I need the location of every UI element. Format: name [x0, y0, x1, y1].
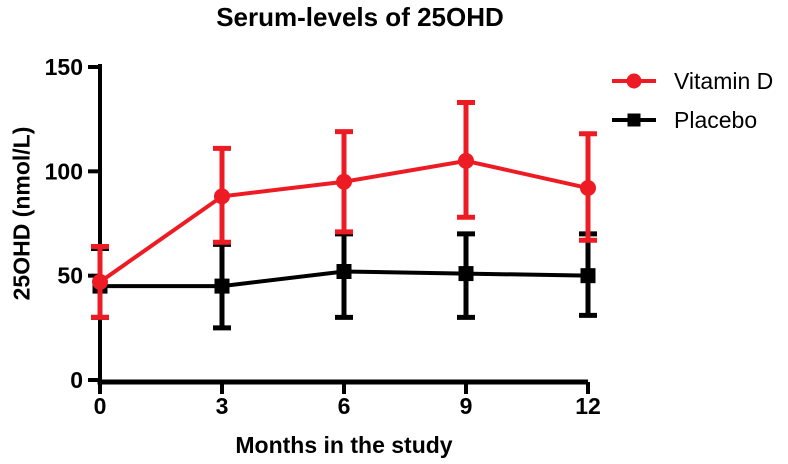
- y-axis-title: 25OHD (nmol/L): [8, 126, 35, 301]
- y-tick-label: 50: [57, 263, 83, 289]
- x-tick-label: 0: [94, 393, 107, 419]
- x-axis-title: Months in the study: [235, 432, 453, 458]
- x-tick-label: 9: [460, 393, 473, 419]
- vitamin-d-marker-icon: [612, 73, 656, 89]
- x-tick-label: 12: [575, 393, 601, 419]
- x-tick-label: 3: [216, 393, 229, 419]
- y-tick-label: 150: [45, 54, 83, 80]
- x-tick-label: 6: [338, 393, 351, 419]
- data-point-placebo: [336, 263, 352, 279]
- legend: Vitamin D Placebo: [610, 63, 773, 138]
- data-point-placebo: [580, 268, 596, 284]
- y-tick-label: 0: [70, 367, 83, 393]
- data-point-placebo: [214, 278, 230, 294]
- data-point-vitamin-d: [214, 188, 230, 205]
- chart-title: Serum-levels of 25OHD: [216, 2, 504, 32]
- legend-item-placebo: Placebo: [610, 102, 773, 138]
- legend-item-vitamin-d: Vitamin D: [610, 63, 773, 99]
- legend-label: Placebo: [674, 106, 758, 133]
- y-tick-label: 100: [45, 158, 83, 184]
- legend-label: Vitamin D: [674, 67, 774, 94]
- data-point-placebo: [458, 266, 474, 282]
- placebo-marker-icon: [612, 113, 656, 127]
- data-point-vitamin-d: [92, 273, 108, 290]
- data-point-vitamin-d: [336, 173, 352, 190]
- data-point-vitamin-d: [580, 180, 596, 197]
- data-point-vitamin-d: [458, 152, 474, 169]
